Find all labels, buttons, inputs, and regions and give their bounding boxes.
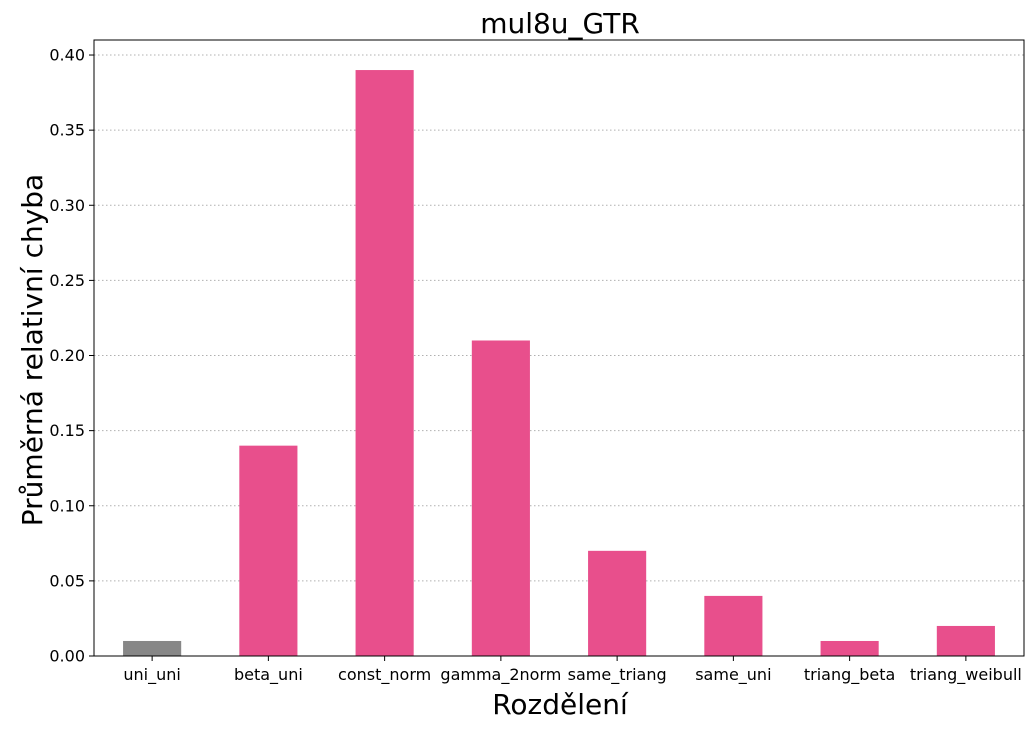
x-tick-label: gamma_2norm xyxy=(440,665,561,685)
bar-triang_weibull xyxy=(936,625,995,656)
y-tick-label: 0.15 xyxy=(49,421,85,440)
bar-same_uni xyxy=(704,595,763,656)
bar-gamma_2norm xyxy=(471,340,530,656)
y-tick-label: 0.10 xyxy=(49,496,85,515)
bar-const_norm xyxy=(355,70,414,657)
y-tick-label: 0.40 xyxy=(49,46,85,65)
y-axis-ticks: 0.00 0.05 0.10 0.15 0.20 0.25 0.30 0.35 0.40 xyxy=(49,46,94,666)
x-tick-label: same_uni xyxy=(695,665,771,685)
y-tick-label: 0.25 xyxy=(49,271,85,290)
x-tick-label: triang_beta xyxy=(804,665,895,685)
x-tick-label: beta_uni xyxy=(234,665,303,685)
x-tick-label: same_triang xyxy=(568,665,667,685)
plot-frame xyxy=(93,39,1025,657)
bar-triang_beta xyxy=(820,640,879,656)
x-axis-label: Rozdělení xyxy=(492,688,629,721)
y-tick-label: 0.05 xyxy=(49,571,85,590)
bar-uni_uni xyxy=(123,640,182,656)
y-axis-label: Průměrná relativní chyba xyxy=(16,174,49,526)
bars xyxy=(123,70,995,657)
x-tick-label: triang_weibull xyxy=(910,665,1022,685)
y-tick-label: 0.30 xyxy=(49,196,85,215)
bar-beta_uni xyxy=(239,445,298,656)
y-tick-label: 0.00 xyxy=(49,647,85,666)
y-tick-label: 0.35 xyxy=(49,121,85,140)
x-tick-label: uni_uni xyxy=(123,665,180,685)
x-tick-label: const_norm xyxy=(338,665,431,685)
x-axis-ticks: uni_uni beta_uni const_norm gamma_2norm same… xyxy=(123,656,1022,685)
chart-title: mul8u_GTR xyxy=(480,7,640,40)
grid-lines xyxy=(94,54,1024,582)
y-tick-label: 0.20 xyxy=(49,346,85,365)
bar-same_triang xyxy=(588,550,647,656)
